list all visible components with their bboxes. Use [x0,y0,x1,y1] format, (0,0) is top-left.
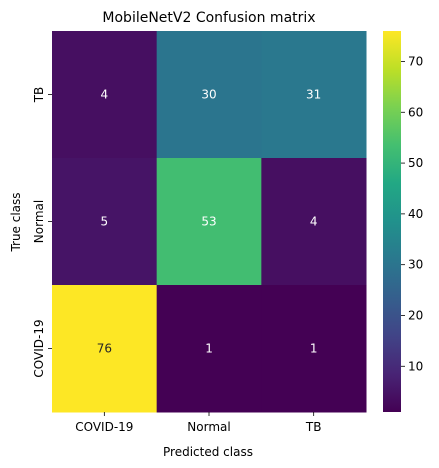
colorbar-tick-label: 50 [408,156,423,170]
heatmap-cell-value: 30 [201,88,216,102]
colorbar-ticks: 10 20 30 40 50 60 70 [401,54,423,373]
colorbar-tick-label: 60 [408,105,423,119]
y-tick-label: TB [32,87,46,104]
colorbar [383,31,401,412]
x-tick-label: Normal [187,420,230,434]
y-tick-label: Normal [32,200,46,243]
heatmap-cell [261,158,367,286]
heatmap-cell-value: 76 [97,342,112,356]
colorbar-tick-label: 40 [408,207,423,221]
x-tick-label: COVID-19 [75,420,133,434]
heatmap-cell-value: 1 [205,342,213,356]
heatmap-cell-value: 1 [310,342,318,356]
colorbar-tick-label: 10 [408,359,423,373]
y-axis-ticks: TB Normal COVID-19 [32,87,52,378]
heatmap-cell-value: 4 [101,88,109,102]
heatmap-cell-labels: 4 30 31 5 53 4 76 1 1 [97,88,322,356]
heatmap-cell-value: 5 [101,215,109,229]
colorbar-tick-label: 30 [408,258,423,272]
heatmap-cell-value: 4 [310,215,318,229]
x-axis-ticks: COVID-19 Normal TB [75,412,321,434]
heatmap-cell [52,31,158,159]
heatmap-cell [52,285,158,413]
colorbar-tick-label: 20 [408,308,423,322]
y-axis-label: True class [9,192,23,252]
heatmap-cell [156,31,262,159]
chart-title: MobileNetV2 Confusion matrix [102,10,315,26]
x-tick-label: TB [305,420,322,434]
heatmap-cell [52,158,158,286]
heatmap-cell-value: 31 [306,88,321,102]
heatmap-cells [52,31,367,413]
y-tick-label: COVID-19 [32,319,46,377]
heatmap-cell [261,31,367,159]
heatmap-cell [156,285,262,413]
colorbar-tick-label: 70 [408,54,423,68]
heatmap-cell [156,158,262,286]
heatmap-cell [261,285,367,413]
heatmap-cell-value: 53 [201,215,216,229]
x-axis-label: Predicted class [163,445,253,459]
